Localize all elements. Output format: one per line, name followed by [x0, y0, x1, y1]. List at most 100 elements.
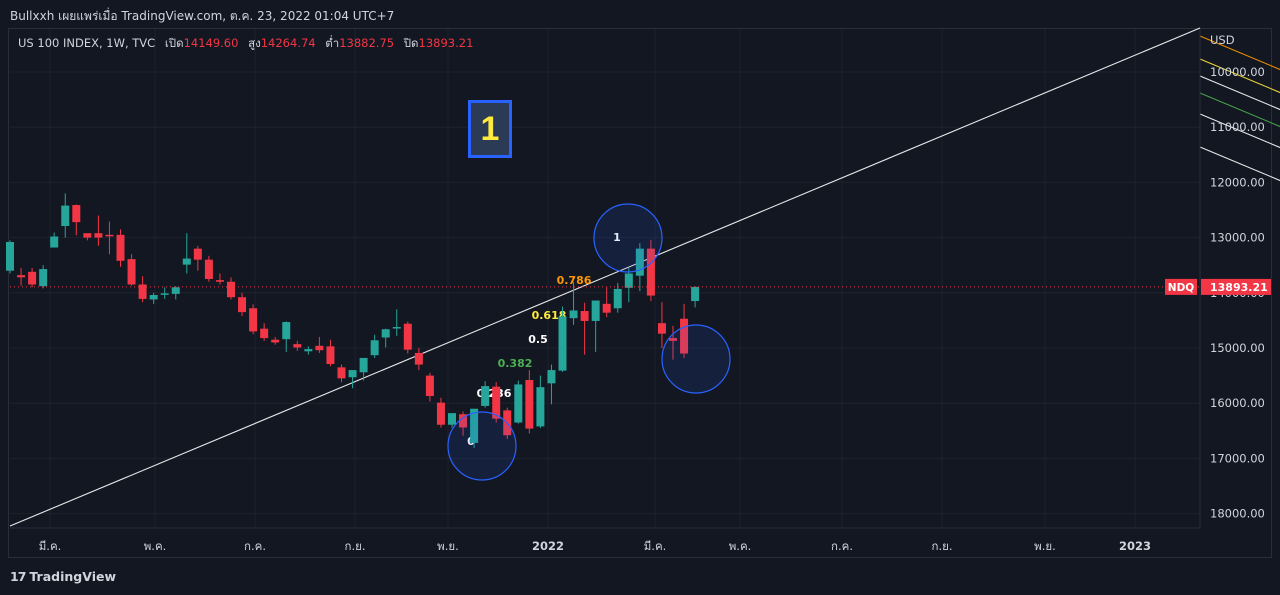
candle-body — [525, 380, 534, 429]
candle-body — [536, 387, 545, 427]
y-tick-label: 11000.00 — [1210, 120, 1265, 134]
candle-body — [646, 248, 655, 296]
fib-label-1: 1 — [613, 231, 621, 244]
chart-canvas[interactable]: 10.7860.6180.50.3820.2360USD10000.001100… — [0, 0, 1280, 560]
candle-body — [260, 328, 269, 339]
tradingview-logo[interactable]: 17 TradingView — [10, 569, 116, 584]
currency-label: USD — [1210, 33, 1235, 47]
candle-body — [282, 322, 291, 340]
x-tick-label: ก.ย. — [344, 539, 365, 553]
ohlc-legend: US 100 INDEX, 1W, TVC เปิด14149.60 สูง14… — [18, 35, 473, 53]
high-label: สูง — [248, 36, 261, 50]
symbol-tag — [1165, 278, 1197, 295]
candle-body — [657, 323, 666, 334]
candle-body — [370, 340, 379, 356]
publish-title: Bullxxh เผยแพร่เมื่อ TradingView.com, ต.… — [10, 9, 395, 23]
fib-label-0-618: 0.618 — [532, 309, 567, 322]
candle-body — [403, 323, 412, 350]
candle-body — [436, 402, 445, 425]
candle-body — [680, 318, 689, 354]
close-label: ปิด — [403, 36, 419, 50]
candle-body — [304, 349, 313, 352]
candle-body — [348, 370, 357, 378]
candle-body — [459, 414, 468, 428]
candle-body — [83, 233, 92, 238]
x-tick-label: พ.ย. — [1034, 539, 1056, 553]
candle-body — [448, 413, 456, 425]
symbol-info: US 100 INDEX, 1W, TVC — [18, 36, 156, 50]
highlight-circle — [447, 411, 517, 481]
candle-body — [127, 259, 136, 285]
candle-body — [337, 367, 346, 379]
candle-body — [105, 234, 114, 237]
candle-body — [227, 281, 235, 298]
candle-body — [414, 352, 423, 365]
candle-body — [72, 205, 81, 223]
y-tick-label: 16000.00 — [1210, 396, 1265, 410]
x-tick-label: 2023 — [1119, 539, 1151, 553]
y-tick-label: 10000.00 — [1210, 65, 1265, 79]
candle-body — [359, 357, 368, 373]
candle-body — [425, 375, 434, 397]
open-value: 14149.60 — [183, 36, 239, 50]
x-tick-label: ก.ย. — [931, 539, 952, 553]
highlight-circle — [661, 324, 731, 394]
low-label: ต่ำ — [325, 36, 340, 50]
candle-body — [613, 288, 622, 309]
fib-line-0 — [1199, 146, 1280, 182]
candle-body — [569, 310, 578, 319]
x-tick-label: พ.ย. — [437, 539, 459, 553]
tradingview-logo-icon: 17 — [10, 569, 26, 584]
x-tick-label: พ.ค. — [729, 539, 752, 553]
candle-body — [94, 233, 103, 238]
highlight-circle — [593, 203, 663, 273]
candle-body — [149, 295, 158, 300]
y-tick-label: 17000.00 — [1210, 451, 1265, 465]
candle-body — [635, 248, 644, 276]
low-value: 13882.75 — [339, 36, 395, 50]
candle-body — [392, 327, 401, 329]
y-tick-label: 18000.00 — [1210, 507, 1265, 521]
candle-body — [514, 384, 523, 423]
x-tick-label: ก.ค. — [831, 539, 853, 553]
x-tick-label: 2022 — [532, 539, 564, 553]
candle-body — [116, 234, 125, 261]
candle-body — [238, 297, 247, 313]
candle-body — [50, 236, 59, 248]
fib-label-0-786: 0.786 — [557, 274, 592, 287]
candle-body — [193, 248, 202, 260]
candle-body — [381, 329, 390, 338]
x-tick-label: มี.ค. — [39, 539, 62, 553]
fib-label-0-382: 0.382 — [498, 357, 533, 370]
x-tick-label: พ.ค. — [144, 539, 167, 553]
x-tick-label: ก.ค. — [244, 539, 266, 553]
candle-body — [249, 308, 258, 332]
candle-body — [160, 293, 169, 295]
candle-body — [624, 273, 633, 288]
candle-body — [182, 258, 191, 265]
candle-body — [591, 300, 600, 321]
fib-label-0-5: 0.5 — [528, 333, 548, 346]
candle-body — [669, 338, 677, 341]
high-value: 14264.74 — [260, 36, 316, 50]
candle-body — [602, 303, 611, 313]
last-price-tag-label: 13893.21 — [1210, 281, 1268, 294]
candle-body — [580, 311, 589, 321]
tradingview-logo-text: TradingView — [29, 569, 117, 584]
y-tick-label: 15000.00 — [1210, 341, 1265, 355]
last-price-tag — [1201, 278, 1271, 295]
candle-body — [204, 259, 213, 279]
symbol-tag-label: NDQ — [1168, 282, 1195, 294]
open-label: เปิด — [164, 36, 184, 50]
candle-body — [28, 271, 37, 285]
annotation-box[interactable]: 1 — [468, 100, 512, 158]
candle-body — [558, 316, 567, 371]
candle-body — [492, 386, 501, 419]
candle-body — [215, 280, 224, 282]
top-bar: Bullxxh เผยแพร่เมื่อ TradingView.com, ต.… — [0, 0, 1280, 28]
candle-body — [138, 284, 147, 299]
candle-body — [39, 269, 48, 287]
candle-body — [6, 242, 14, 271]
candle-body — [481, 386, 490, 406]
candle-body — [470, 408, 479, 443]
